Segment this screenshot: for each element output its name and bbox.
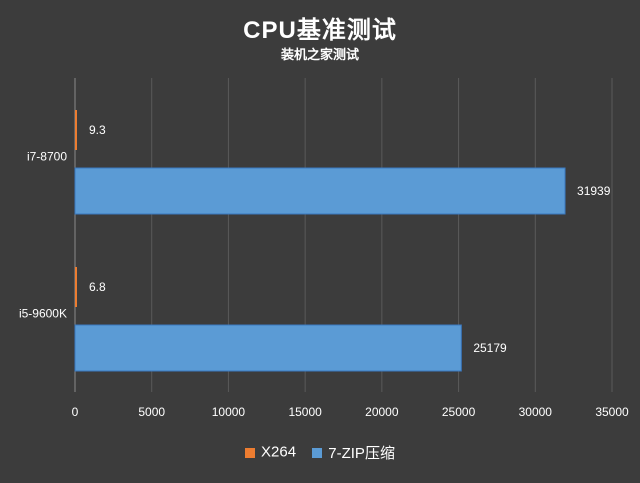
category-label: i7-8700 [27,150,67,164]
x-tick-label: 10000 [212,405,246,419]
x-tick-label: 0 [72,405,79,419]
x-tick-label: 30000 [519,405,553,419]
x-tick-label: 25000 [442,405,476,419]
bar-7zip [74,167,566,215]
data-label: 25179 [473,341,507,355]
legend-swatch-7zip [312,447,323,458]
chart-title: CPU基准测试 [243,17,397,44]
data-label: 6.8 [89,280,106,294]
x-tick-label: 35000 [595,405,629,419]
chart-subtitle: 装机之家测试 [280,47,359,62]
data-label: 31939 [577,184,611,198]
data-label: 9.3 [89,123,106,137]
legend: X264 7-ZIP压缩 [0,442,640,463]
legend-item-x264: X264 [245,443,296,461]
x-tick-label: 20000 [365,405,399,419]
legend-label-7zip: 7-ZIP压缩 [328,445,395,462]
bar-7zip [74,324,462,372]
legend-label-x264: X264 [261,444,297,461]
legend-item-7zip: 7-ZIP压缩 [312,442,395,463]
category-label: i5-9600K [19,307,67,321]
bar-x264 [75,267,77,307]
x-tick-label: 5000 [138,405,165,419]
legend-swatch-x264 [245,447,256,458]
bar-x264 [75,110,77,150]
x-tick-label: 15000 [288,405,322,419]
